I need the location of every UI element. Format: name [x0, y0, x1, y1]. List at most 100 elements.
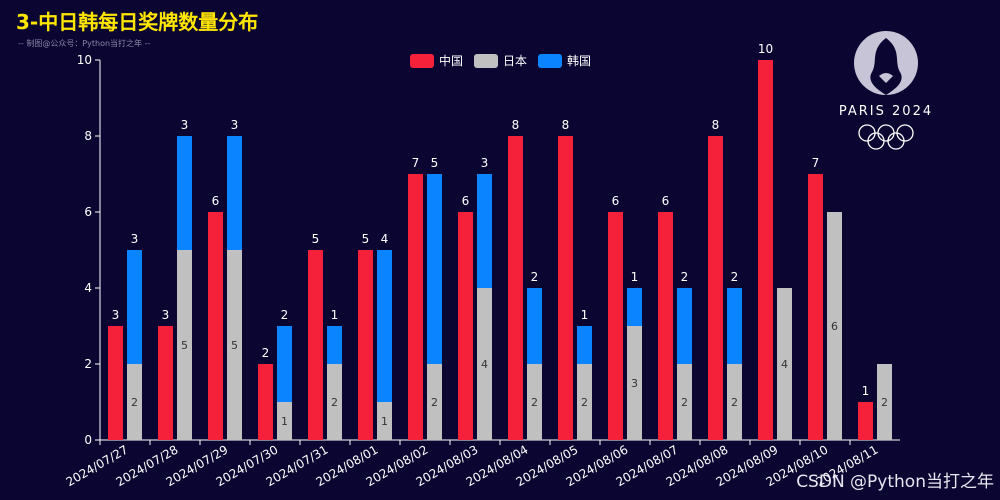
bar-label-korea: 5	[431, 156, 439, 170]
logo-flame-icon	[870, 38, 902, 95]
bar-japan	[677, 364, 692, 440]
bar-label-korea: 2	[531, 270, 539, 284]
bar-korea	[527, 288, 542, 364]
bar-label-korea: 2	[731, 270, 739, 284]
bar-japan	[877, 364, 892, 440]
olympic-ring-icon	[877, 124, 895, 142]
bar-china	[258, 364, 273, 440]
legend-swatch[interactable]	[538, 54, 562, 68]
logo-lips-icon	[879, 73, 893, 83]
chart-subtitle: -- 制图@公众号：Python当打之年 --	[18, 39, 151, 48]
bar-china	[508, 136, 523, 440]
y-tick-label: 0	[84, 433, 92, 447]
legend-swatch[interactable]	[474, 54, 498, 68]
bar-label-japan: 2	[731, 396, 738, 409]
bar-label-china: 8	[712, 118, 720, 132]
bar-japan	[827, 212, 842, 440]
bar-label-china: 6	[212, 194, 220, 208]
bar-japan	[127, 364, 142, 440]
bar-label-japan: 4	[781, 358, 788, 371]
bar-china	[208, 212, 223, 440]
olympic-ring-icon	[887, 132, 905, 150]
y-tick-label: 2	[84, 357, 92, 371]
bar-korea	[727, 288, 742, 364]
bar-japan	[577, 364, 592, 440]
bar-china	[158, 326, 173, 440]
bar-label-japan: 1	[281, 415, 288, 428]
bar-label-japan: 1	[381, 415, 388, 428]
bar-china	[308, 250, 323, 440]
bar-japan	[627, 326, 642, 440]
bar-korea	[627, 288, 642, 326]
bar-label-korea: 3	[481, 156, 489, 170]
bar-label-japan: 6	[831, 320, 838, 333]
bar-china	[408, 174, 423, 440]
bar-label-china: 3	[112, 308, 120, 322]
bar-label-japan: 2	[681, 396, 688, 409]
bar-china	[858, 402, 873, 440]
bar-label-korea: 3	[131, 232, 139, 246]
bar-label-china: 2	[262, 346, 270, 360]
bar-china	[608, 212, 623, 440]
bar-korea	[427, 174, 442, 364]
olympic-ring-icon	[867, 132, 885, 150]
bar-label-korea: 1	[581, 308, 589, 322]
bar-label-japan: 5	[231, 339, 238, 352]
bar-japan	[227, 250, 242, 440]
bar-label-korea: 1	[331, 308, 339, 322]
legend-label: 中国	[439, 53, 463, 68]
bar-label-china: 10	[758, 42, 773, 56]
bar-korea	[677, 288, 692, 364]
bar-korea	[227, 136, 242, 250]
bar-label-china: 7	[812, 156, 820, 170]
y-tick-label: 4	[84, 281, 92, 295]
bar-label-korea: 2	[281, 308, 289, 322]
watermark: CSDN @Python当打之年	[796, 472, 994, 492]
bar-label-japan: 3	[631, 377, 638, 390]
bar-korea	[277, 326, 292, 402]
bar-label-japan: 2	[131, 396, 138, 409]
bar-korea	[127, 250, 142, 364]
logo-text: PARIS 2024	[839, 104, 933, 119]
bar-china	[808, 174, 823, 440]
bar-label-japan: 4	[481, 358, 488, 371]
bar-korea	[577, 326, 592, 364]
bar-japan	[177, 250, 192, 440]
bar-korea	[177, 136, 192, 250]
bar-label-japan: 5	[181, 339, 188, 352]
legend-label: 韩国	[567, 53, 591, 68]
bar-korea	[327, 326, 342, 364]
chart-title: 3-中日韩每日奖牌数量分布	[16, 10, 259, 34]
bar-china	[708, 136, 723, 440]
bar-label-japan: 2	[581, 396, 588, 409]
bar-label-korea: 2	[681, 270, 689, 284]
bar-label-china: 1	[862, 384, 870, 398]
legend-swatch[interactable]	[410, 54, 434, 68]
bar-label-korea: 3	[231, 118, 239, 132]
bar-korea	[477, 174, 492, 288]
bar-japan	[477, 288, 492, 440]
bar-label-china: 6	[612, 194, 620, 208]
bar-japan	[277, 402, 292, 440]
bar-china	[558, 136, 573, 440]
olympic-ring-icon	[896, 124, 914, 142]
bar-label-china: 7	[412, 156, 420, 170]
bar-label-china: 5	[362, 232, 370, 246]
bar-label-china: 3	[162, 308, 170, 322]
bar-china	[758, 60, 773, 440]
bar-label-korea: 1	[631, 270, 639, 284]
bar-china	[108, 326, 123, 440]
bar-label-korea: 4	[381, 232, 389, 246]
bar-china	[458, 212, 473, 440]
y-tick-label: 8	[84, 129, 92, 143]
bar-label-china: 6	[462, 194, 470, 208]
olympic-ring-icon	[858, 124, 876, 142]
bar-korea	[377, 250, 392, 402]
bar-japan	[427, 364, 442, 440]
bar-japan	[527, 364, 542, 440]
bar-china	[358, 250, 373, 440]
legend-label: 日本	[503, 54, 527, 68]
bar-label-japan: 2	[881, 396, 888, 409]
bar-label-china: 8	[512, 118, 520, 132]
